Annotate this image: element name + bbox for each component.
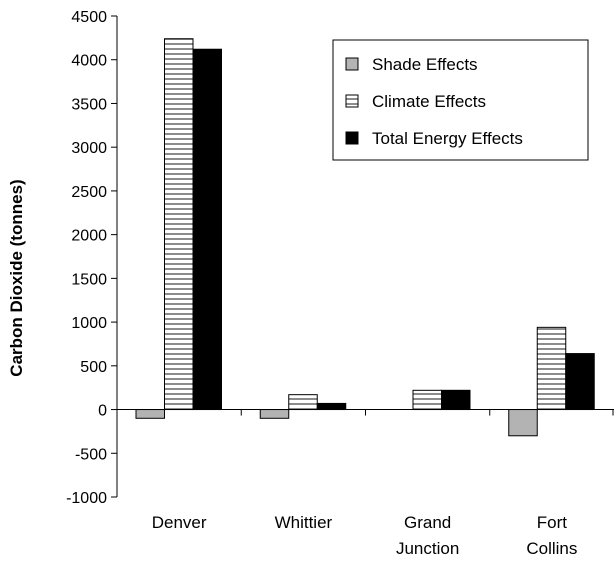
legend-box [332, 39, 589, 161]
bar-climate-effects [288, 394, 318, 411]
category-label: Fort [537, 513, 568, 532]
bar-total-energy-effects [565, 353, 595, 411]
y-tick-label: -500 [75, 446, 107, 463]
legend-label: Shade Effects [372, 55, 478, 74]
y-tick-label: 3500 [71, 96, 107, 113]
legend-swatch [345, 57, 359, 71]
legend: Shade Effects Climate Effects Total Energy… [332, 39, 589, 161]
category-label: Denver [152, 513, 207, 532]
category-label: Grand [404, 513, 451, 532]
bar-climate-effects [536, 326, 567, 411]
y-tick-label: 2000 [71, 228, 107, 245]
legend-label: Total Energy Effects [372, 129, 523, 148]
axes [116, 16, 614, 497]
bar-climate-effects [164, 38, 194, 411]
bar-shade-effects [135, 409, 165, 419]
bar-total-energy-effects [316, 402, 347, 411]
y-tick-label: 2500 [71, 184, 107, 201]
y-tick-label: 500 [80, 359, 107, 376]
legend-swatch [345, 94, 359, 108]
y-tick-label: 4000 [71, 53, 107, 70]
y-tick-label: 4500 [71, 9, 107, 26]
y-tick-label: -1000 [66, 490, 107, 507]
legend-label: Climate Effects [372, 92, 486, 111]
bar-total-energy-effects [192, 48, 222, 411]
y-tick-label: 1000 [71, 315, 107, 332]
bar-shade-effects [508, 409, 538, 437]
category-label: Collins [526, 539, 577, 558]
bar-total-energy-effects [441, 389, 471, 411]
bars [135, 38, 595, 437]
bar-shade-effects [259, 409, 290, 419]
bar-climate-effects [412, 389, 442, 411]
y-axis-ticks: 4500 4000 3500 3000 2500 2000 1500 1000 500 0 -500… [66, 9, 117, 507]
category-label: Whittier [275, 513, 333, 532]
y-tick-label: 1500 [71, 271, 107, 288]
y-tick-label: 3000 [71, 140, 107, 157]
category-label: Junction [396, 539, 459, 558]
y-tick-label: 0 [98, 403, 107, 420]
legend-swatch [345, 131, 359, 145]
y-axis-label: Carbon Dioxide (tonnes) [7, 179, 26, 376]
category-labels: Denver Whittier Grand Junction Fort Collins [152, 513, 578, 558]
